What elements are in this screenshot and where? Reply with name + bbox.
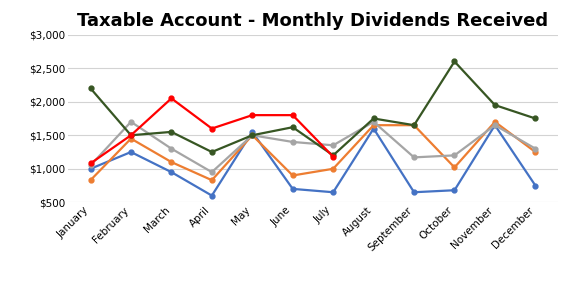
2019 xyxy=(249,134,255,137)
2021 xyxy=(492,103,498,107)
2021 xyxy=(411,123,418,127)
2018 xyxy=(532,184,539,187)
2021 xyxy=(370,117,377,120)
2019 xyxy=(370,123,377,127)
2020 xyxy=(370,120,377,124)
2020 xyxy=(411,156,418,159)
2021 xyxy=(289,125,296,129)
2020 xyxy=(330,144,337,147)
2021 xyxy=(330,154,337,157)
2022 xyxy=(168,97,175,100)
2019 xyxy=(289,174,296,177)
2018 xyxy=(208,194,215,197)
2022 xyxy=(330,155,337,158)
Line: 2018: 2018 xyxy=(88,123,538,198)
Line: 2021: 2021 xyxy=(88,59,538,158)
2020 xyxy=(168,147,175,150)
2020 xyxy=(492,123,498,127)
2021 xyxy=(168,130,175,134)
2018 xyxy=(330,190,337,194)
2020 xyxy=(127,120,134,124)
2022 xyxy=(289,113,296,117)
2018 xyxy=(451,188,458,192)
2020 xyxy=(87,164,94,167)
2019 xyxy=(451,166,458,169)
2018 xyxy=(411,190,418,194)
2020 xyxy=(451,154,458,157)
2019 xyxy=(330,167,337,171)
2021 xyxy=(532,117,539,120)
2018 xyxy=(249,130,255,134)
2019 xyxy=(492,120,498,124)
2022 xyxy=(208,127,215,130)
2022 xyxy=(87,162,94,165)
2019 xyxy=(168,160,175,164)
2019 xyxy=(532,150,539,154)
Line: 2020: 2020 xyxy=(88,119,538,175)
2018 xyxy=(127,150,134,154)
Line: 2019: 2019 xyxy=(88,119,538,183)
2020 xyxy=(532,147,539,150)
2021 xyxy=(208,150,215,154)
2022 xyxy=(249,113,255,117)
2018 xyxy=(87,167,94,171)
2018 xyxy=(289,187,296,191)
2018 xyxy=(492,123,498,127)
2021 xyxy=(87,87,94,90)
2019 xyxy=(127,137,134,140)
2019 xyxy=(208,178,215,182)
2018 xyxy=(168,171,175,174)
2021 xyxy=(451,60,458,63)
2019 xyxy=(411,123,418,127)
2020 xyxy=(249,134,255,137)
2020 xyxy=(289,140,296,144)
2019 xyxy=(87,178,94,182)
2021 xyxy=(249,134,255,137)
2020 xyxy=(208,171,215,174)
2018 xyxy=(370,127,377,130)
Line: 2022: 2022 xyxy=(88,96,336,166)
2022 xyxy=(127,134,134,137)
Title: Taxable Account - Monthly Dividends Received: Taxable Account - Monthly Dividends Rece… xyxy=(77,12,549,30)
2021 xyxy=(127,134,134,137)
